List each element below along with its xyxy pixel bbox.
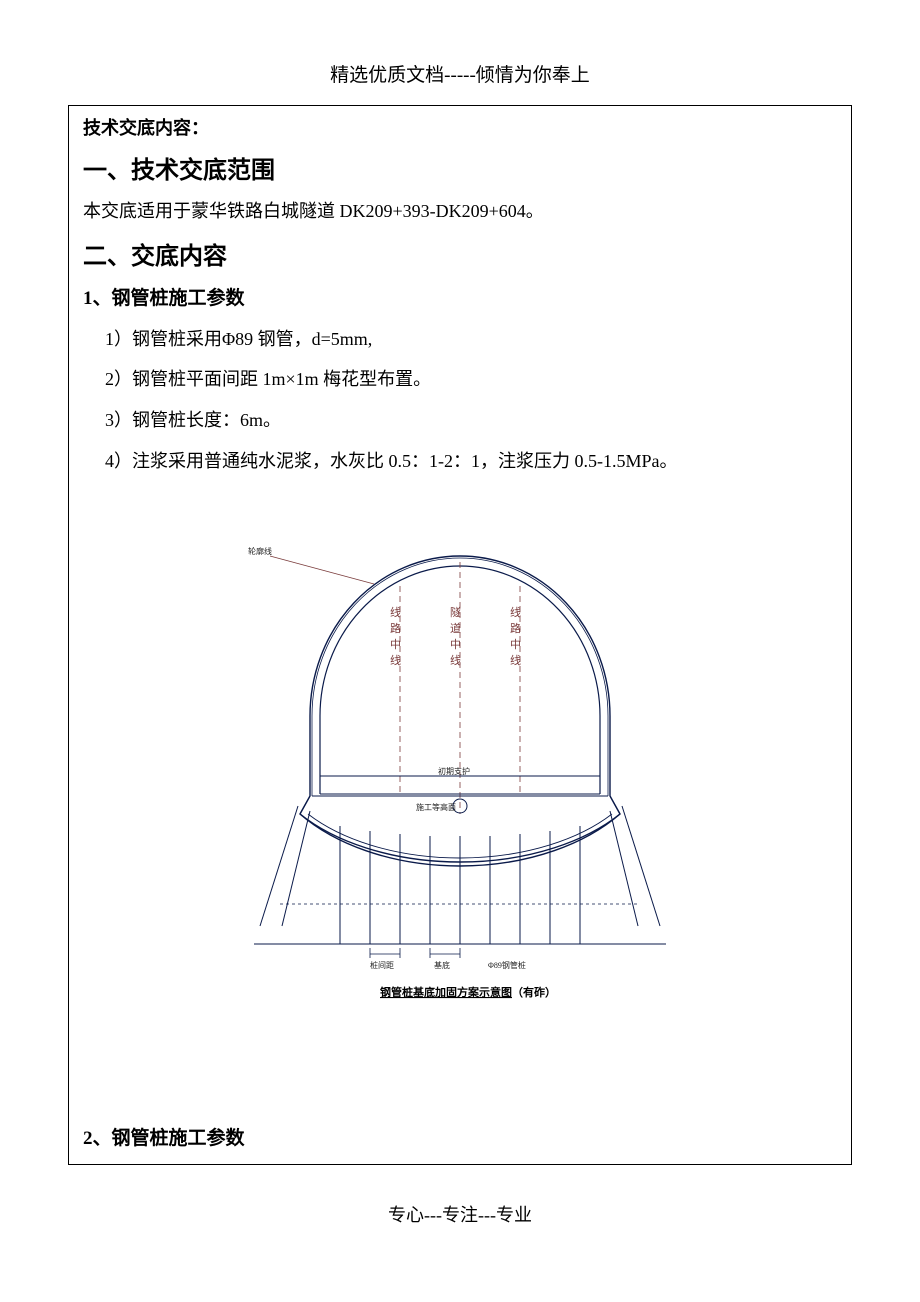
label-level: 施工等高面: [416, 802, 456, 812]
svg-text:中: 中: [450, 638, 461, 651]
vlabel-left: 线 路 中 线: [390, 605, 401, 667]
label-support: 初期支护: [438, 766, 470, 776]
svg-text:线: 线: [390, 653, 401, 667]
svg-text:道: 道: [450, 621, 461, 635]
sub2-title: 2、钢管桩施工参数: [83, 1123, 245, 1150]
annot-outer-line: 轮廓线: [248, 546, 272, 556]
list-item-4: 4）注浆采用普通纯水泥浆，水灰比 0.5：1-2：1，注浆压力 0.5-1.5M…: [83, 446, 837, 477]
page-header: 精选优质文档-----倾情为你奉上: [68, 60, 852, 87]
label-spacing: 桩间距: [370, 960, 394, 970]
label-pile: Φ89钢管桩: [488, 960, 526, 970]
svg-text:线: 线: [510, 605, 521, 619]
svg-text:路: 路: [510, 622, 521, 635]
diagram-caption-suffix: （有砟）: [512, 985, 556, 999]
diagram-caption: 钢管桩基底加固方案示意图: [380, 985, 512, 999]
svg-text:线: 线: [390, 605, 401, 619]
label-base: 基底: [434, 960, 450, 970]
page-footer: 专心---专注---专业: [68, 1201, 852, 1227]
tunnel-diagram: 轮廓线 线 路 中 线 隧 道 中 线 线 路 中 线: [83, 496, 837, 1021]
section2-title: 二、交底内容: [83, 236, 837, 271]
svg-text:路: 路: [390, 622, 401, 635]
section1-title: 一、技术交底范围: [83, 150, 837, 185]
svg-text:中: 中: [390, 638, 401, 651]
tech-label: 技术交底内容：: [83, 114, 837, 140]
list-item-1: 1）钢管桩采用Φ89 钢管，d=5mm,: [83, 324, 837, 355]
vlabel-right: 线 路 中 线: [510, 605, 521, 667]
vlabel-center: 隧 道 中 线: [450, 605, 461, 667]
sub1-title: 1、钢管桩施工参数: [83, 283, 837, 310]
svg-text:线: 线: [450, 653, 461, 667]
svg-text:线: 线: [510, 653, 521, 667]
content-box: 技术交底内容： 一、技术交底范围 本交底适用于蒙华铁路白城隧道 DK209+39…: [68, 105, 852, 1165]
list-item-2: 2）钢管桩平面间距 1m×1m 梅花型布置。: [83, 364, 837, 395]
list-item-3: 3）钢管桩长度：6m。: [83, 405, 837, 436]
svg-text:中: 中: [510, 638, 521, 651]
svg-text:隧: 隧: [450, 605, 461, 619]
section1-body: 本交底适用于蒙华铁路白城隧道 DK209+393-DK209+604。: [83, 197, 837, 226]
svg-text:钢管桩基底加固方案示意图（有砟）: 钢管桩基底加固方案示意图（有砟）: [380, 985, 556, 999]
